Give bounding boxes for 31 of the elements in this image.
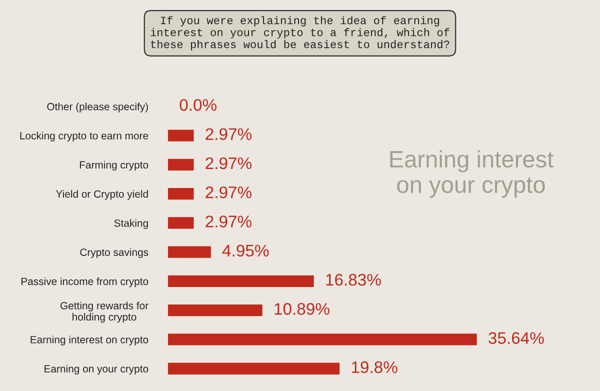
y-tick-label: Passive income from crypto [21, 277, 148, 288]
bar [168, 158, 194, 171]
y-tick-label: Staking [114, 219, 148, 229]
bar [168, 130, 194, 142]
y-tick-label: Other (please specify) [47, 102, 148, 112]
data-label: 19.8% [352, 361, 398, 374]
data-label: 2.97% [206, 216, 252, 228]
data-label: 10.89% [274, 303, 330, 315]
y-tick-label: Locking crypto to earn more [20, 132, 148, 142]
data-label: 2.97% [206, 128, 252, 140]
data-label: 2.97% [206, 157, 252, 170]
bar [168, 275, 314, 288]
y-tick-label: Farming crypto [80, 160, 148, 171]
bar [168, 334, 477, 346]
chart-title: If you were explaining the idea of earning interest on your crypto to a friend, which of these phrases would be easiest to understand? [150, 16, 450, 50]
bar [168, 362, 340, 374]
y-tick-label: Earning on your crypto [44, 364, 148, 375]
bar [168, 217, 194, 229]
bar [168, 188, 194, 200]
y-tick-label: Yield or Crypto yield [56, 190, 148, 200]
data-label: 35.64% [488, 332, 544, 344]
data-label: 2.97% [206, 186, 252, 198]
bar [168, 246, 211, 258]
data-label: 16.83% [326, 274, 381, 286]
y-tick-label: Getting rewards for holding crypto [60, 302, 148, 323]
data-label: 4.95% [222, 244, 269, 257]
y-tick-label: Earning interest on crypto [30, 336, 148, 346]
data-label: 0.0% [180, 99, 217, 111]
annotation: Earning interest on your crypto [390, 150, 554, 198]
bar [168, 304, 262, 316]
y-tick-label: Crypto savings [80, 248, 148, 258]
